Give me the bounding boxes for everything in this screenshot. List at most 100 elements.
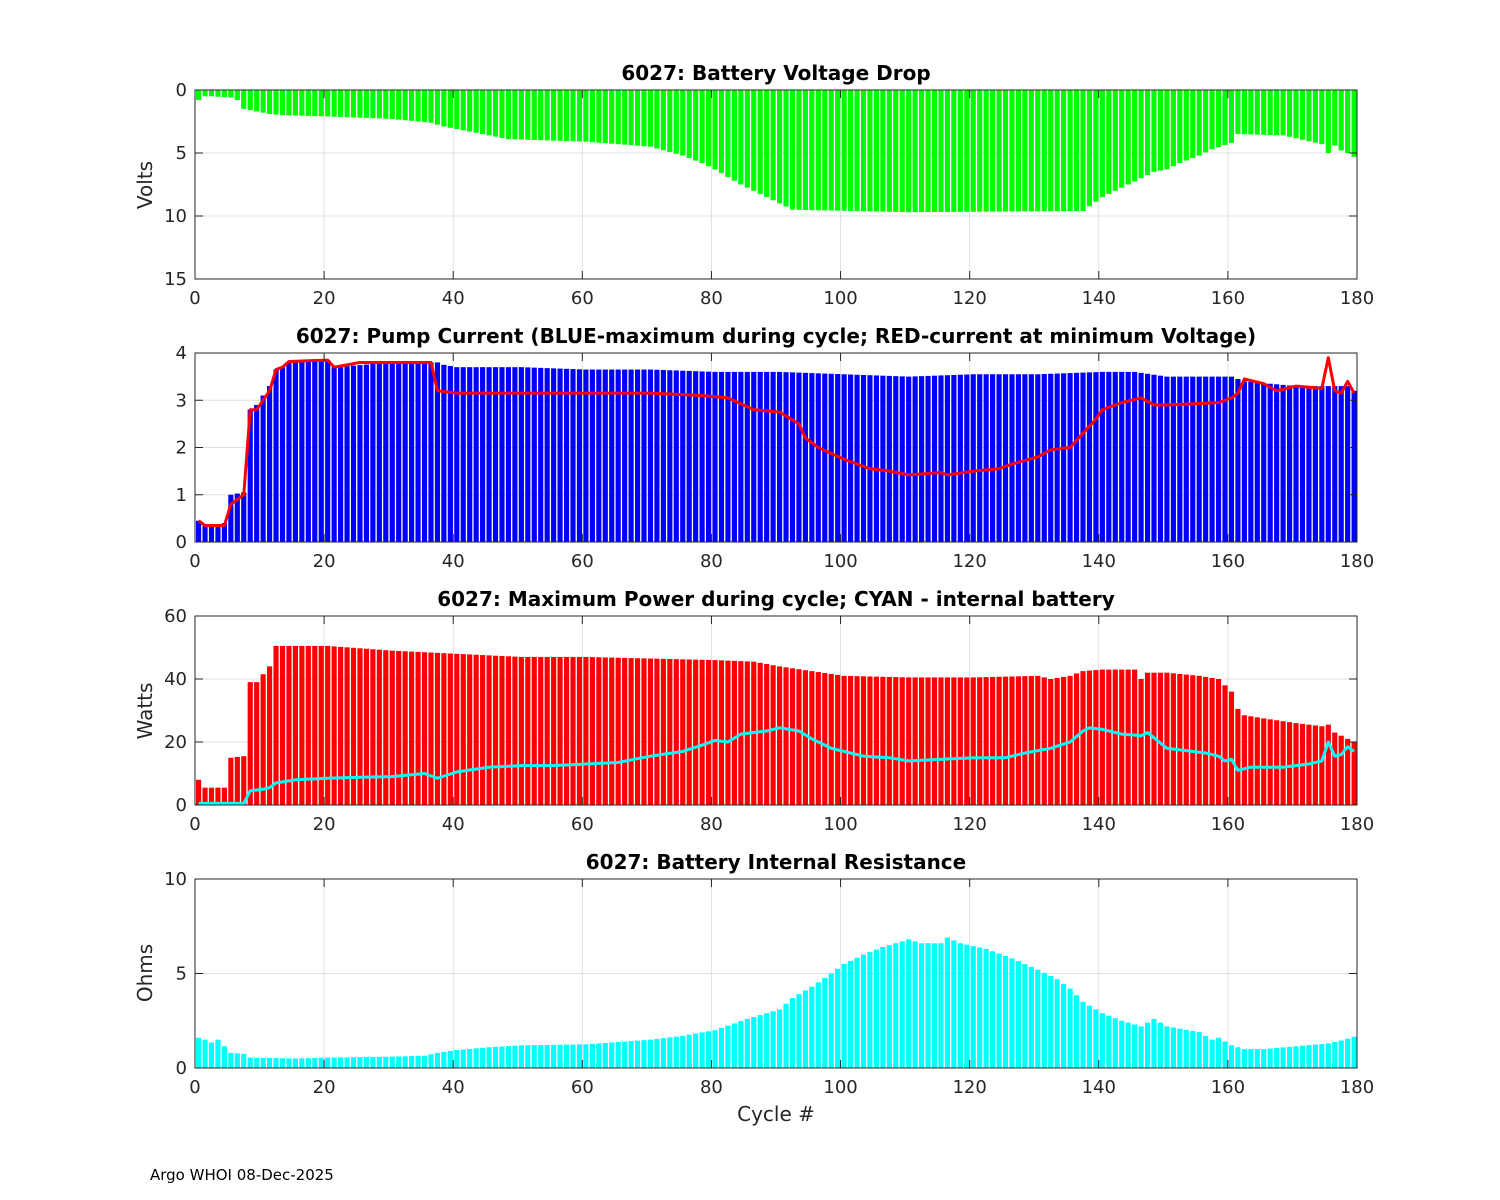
chart-title: 6027: Battery Voltage Drop xyxy=(621,61,930,85)
bar xyxy=(964,90,970,212)
bar xyxy=(977,374,983,542)
bar xyxy=(1170,673,1176,805)
bar xyxy=(454,1050,460,1068)
bar xyxy=(654,90,660,149)
bar xyxy=(1086,90,1093,207)
bar xyxy=(783,667,789,805)
bar xyxy=(331,646,337,805)
bar xyxy=(383,650,389,805)
bar xyxy=(1228,691,1235,805)
bar xyxy=(531,90,537,140)
bar xyxy=(693,1033,699,1068)
bar xyxy=(596,90,602,143)
x-tick-label: 20 xyxy=(313,1077,336,1098)
bar xyxy=(583,90,589,142)
bar xyxy=(796,669,802,805)
bar xyxy=(228,757,234,805)
bar xyxy=(744,1018,750,1068)
bar xyxy=(977,947,983,1068)
bar xyxy=(518,90,524,140)
bar xyxy=(589,369,595,542)
bar xyxy=(228,90,234,98)
bar xyxy=(1319,386,1325,542)
bar xyxy=(221,90,227,98)
bar xyxy=(596,369,602,542)
bar xyxy=(196,1037,202,1068)
bar xyxy=(1274,384,1280,542)
bar xyxy=(1151,90,1157,172)
bar xyxy=(744,371,750,542)
bar xyxy=(1177,376,1183,543)
bar xyxy=(389,1056,395,1068)
bar xyxy=(460,90,466,131)
bar xyxy=(725,1025,731,1068)
bar xyxy=(518,656,524,805)
bar xyxy=(363,90,369,118)
bar xyxy=(731,371,737,542)
bar xyxy=(970,946,976,1068)
bar xyxy=(860,90,867,212)
bar xyxy=(1054,90,1060,212)
bar xyxy=(660,370,666,542)
bar xyxy=(931,677,938,805)
bar xyxy=(492,1046,499,1068)
bar xyxy=(1086,670,1093,805)
bar xyxy=(434,362,441,542)
x-tick-label: 60 xyxy=(571,288,594,309)
bar xyxy=(505,90,512,140)
bar xyxy=(1170,90,1176,167)
bar xyxy=(1222,90,1228,146)
bar xyxy=(628,369,634,542)
bar xyxy=(983,677,989,805)
bar xyxy=(1261,718,1267,806)
axes-box xyxy=(194,89,1358,280)
bar xyxy=(428,90,434,123)
bar xyxy=(402,90,408,121)
bar xyxy=(789,998,796,1068)
bar xyxy=(1048,373,1054,542)
bar xyxy=(1325,1043,1331,1068)
y-tick-label: 5 xyxy=(176,143,187,164)
bar xyxy=(1338,386,1344,542)
bar xyxy=(325,90,331,117)
bar xyxy=(854,374,860,542)
bar xyxy=(705,659,712,805)
bar xyxy=(860,954,867,1068)
bar xyxy=(673,90,679,154)
bar xyxy=(421,652,428,805)
bar xyxy=(460,367,466,542)
bar xyxy=(628,90,634,146)
bar xyxy=(1261,90,1267,135)
bar xyxy=(396,362,402,542)
bar xyxy=(680,90,686,156)
bar xyxy=(544,90,550,141)
bar xyxy=(1267,719,1273,805)
bar xyxy=(1319,1044,1325,1068)
bar xyxy=(699,1032,705,1068)
bar xyxy=(783,1003,789,1068)
bar xyxy=(1157,375,1164,542)
bar xyxy=(1177,90,1183,164)
bar xyxy=(1099,90,1105,198)
bar xyxy=(602,369,608,542)
bar xyxy=(654,369,660,542)
bar xyxy=(725,371,731,542)
bar xyxy=(344,90,350,118)
bar xyxy=(951,374,957,542)
bar xyxy=(570,90,576,142)
bar xyxy=(1073,90,1080,212)
bar xyxy=(609,369,615,542)
bar xyxy=(563,368,570,542)
bar xyxy=(796,90,802,210)
bar xyxy=(350,647,357,805)
bar xyxy=(196,90,202,101)
bar xyxy=(1235,708,1241,805)
bar xyxy=(1119,669,1125,805)
bar xyxy=(1254,382,1260,542)
bar xyxy=(919,376,925,542)
bar xyxy=(1345,1038,1351,1068)
bar xyxy=(363,648,369,805)
bar xyxy=(1009,374,1015,542)
bar xyxy=(1190,675,1196,805)
bar xyxy=(718,90,725,174)
